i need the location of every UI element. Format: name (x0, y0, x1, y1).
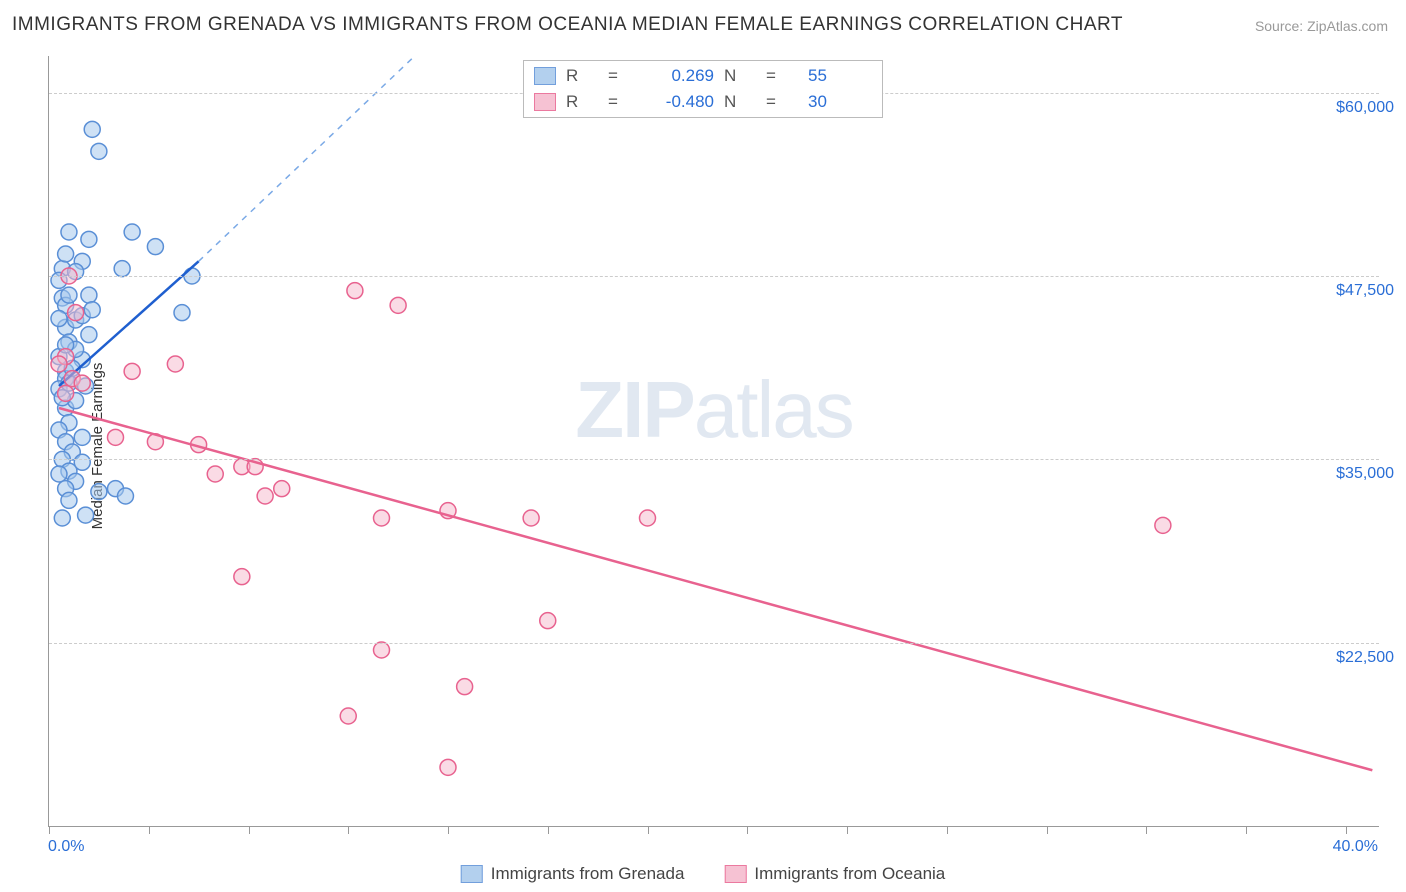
plot-area: ZIPatlas (48, 56, 1379, 827)
legend-row-oceania: R = -0.480 N = 30 (534, 89, 872, 115)
swatch-oceania-icon (724, 865, 746, 883)
x-axis-start-label: 0.0% (48, 838, 84, 856)
chart-title: IMMIGRANTS FROM GRENADA VS IMMIGRANTS FR… (12, 14, 1123, 36)
scatter-chart (49, 56, 1379, 826)
correlation-legend: R = 0.269 N = 55 R = -0.480 N = 30 (523, 60, 883, 118)
series-legend: Immigrants from Grenada Immigrants from … (461, 864, 946, 884)
swatch-oceania-icon (534, 93, 556, 111)
legend-item-oceania: Immigrants from Oceania (724, 864, 945, 884)
swatch-grenada-icon (461, 865, 483, 883)
legend-item-grenada: Immigrants from Grenada (461, 864, 685, 884)
swatch-grenada-icon (534, 67, 556, 85)
legend-row-grenada: R = 0.269 N = 55 (534, 63, 872, 89)
x-axis-end-label: 40.0% (1333, 838, 1378, 856)
source-attribution: Source: ZipAtlas.com (1255, 18, 1388, 34)
